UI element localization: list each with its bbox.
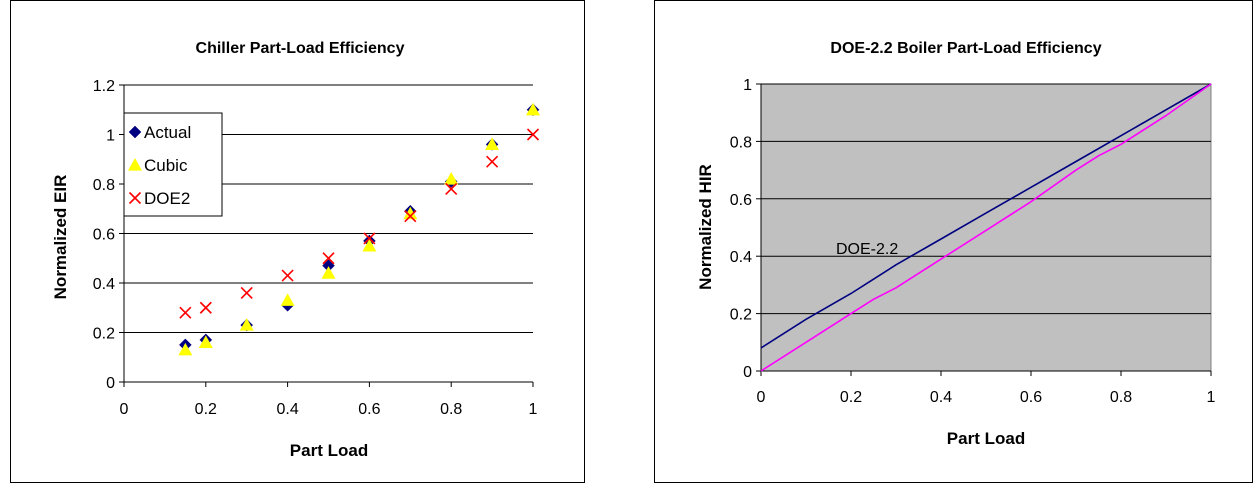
- x-tick-label: 0: [120, 401, 129, 418]
- chiller-chart-svg: Chiller Part-Load Efficiency 0 0.2 0.4 0.6 0…: [51, 40, 540, 460]
- x-tick-label: 0.4: [276, 401, 298, 418]
- cubic-point: [321, 266, 336, 279]
- doe2-point-stroke: [404, 210, 417, 223]
- doe2-point: [526, 128, 540, 141]
- cubic-point: [362, 238, 377, 252]
- legend-label-doe2: DOE2: [144, 189, 190, 208]
- y-tick-label: 0.2: [730, 307, 752, 324]
- doe2-point: [322, 252, 335, 265]
- x-tick-label: 0.8: [440, 401, 462, 418]
- boiler-chart-svg: DOE-2.2 Boiler Part-Load Efficiency 0 0.2…: [696, 40, 1216, 448]
- legend-swatch-doe2: [128, 191, 142, 205]
- cubic-point: [198, 335, 213, 348]
- doe2-point-stroke: [199, 301, 212, 314]
- cubic-point: [485, 137, 500, 150]
- legend-label-actual: Actual: [144, 123, 191, 142]
- y-tick-label: 1: [106, 128, 115, 145]
- cubic-point: [403, 206, 418, 220]
- doe2-point-stroke: [281, 269, 294, 282]
- cubic-point: [178, 342, 193, 356]
- doe2-point-stroke: [526, 128, 540, 141]
- x-tick-label: 0.2: [840, 389, 862, 406]
- boiler-chart-panel: DOE-2.2 Boiler Part-Load Efficiency 0 0.2…: [654, 0, 1253, 483]
- doe2-point: [404, 210, 417, 223]
- series-line-1: [760, 83, 1212, 349]
- y-tick-label: 0.8: [730, 134, 752, 151]
- cubic-point: [280, 293, 295, 306]
- doe2-point-stroke: [486, 155, 499, 168]
- cubic-point: [239, 318, 254, 331]
- x-tick-label: 0.6: [358, 401, 380, 418]
- doe2-point: [240, 286, 253, 299]
- doe2-point: [199, 301, 212, 314]
- x-axis-title: Part Load: [290, 441, 368, 460]
- x-axis-title: Part Load: [947, 429, 1025, 448]
- y-tick-label: 0.4: [730, 249, 752, 266]
- cubic-point: [444, 172, 459, 185]
- doe2-point: [445, 182, 458, 196]
- chiller-chart-panel: Chiller Part-Load Efficiency 0 0.2 0.4 0.6 0…: [10, 0, 585, 483]
- doe2-point: [486, 155, 499, 168]
- y-tick-label: 0.6: [93, 227, 115, 244]
- doe2-point-stroke: [322, 252, 335, 265]
- y-tick-label: 0: [106, 375, 115, 392]
- doe2-point-stroke: [445, 182, 458, 196]
- chart-title: DOE-2.2 Boiler Part-Load Efficiency: [830, 40, 1101, 57]
- legend-label-cubic: Cubic: [144, 156, 188, 175]
- chart-title: Chiller Part-Load Efficiency: [196, 40, 405, 57]
- doe2-point-stroke: [240, 286, 253, 299]
- doe2-point: [363, 232, 376, 245]
- doe2-point-stroke: [363, 232, 376, 245]
- y-tick-label: 0.6: [730, 192, 752, 209]
- x-tick-label: 1: [529, 401, 538, 418]
- x-tick-label: 0.4: [930, 389, 952, 406]
- x-tick-label: 0.2: [195, 401, 217, 418]
- doe2-point: [281, 269, 294, 282]
- series-line-2: [760, 83, 1212, 372]
- y-tick-label: 0: [743, 364, 752, 381]
- y-tick-label: 1: [743, 77, 752, 94]
- x-tick-label: 0: [757, 389, 766, 406]
- y-tick-label: 0.8: [93, 177, 115, 194]
- doe2-point: [179, 306, 192, 319]
- legend-box: [123, 112, 223, 217]
- legend-swatch-doe2-stroke: [128, 191, 142, 205]
- y-tick-label: 0.4: [93, 276, 115, 293]
- annotation-label: DOE-2.2: [836, 241, 898, 258]
- cubic-point: [526, 102, 540, 116]
- y-tick-label: 0.2: [93, 326, 115, 343]
- x-tick-label: 0.6: [1020, 389, 1042, 406]
- y-axis-title: Normalized HIR: [696, 164, 715, 290]
- legend-swatch-cubic: [128, 158, 142, 171]
- doe2-point-stroke: [179, 306, 192, 319]
- x-tick-label: 0.8: [1110, 389, 1132, 406]
- x-tick-label: 1: [1207, 389, 1216, 406]
- y-axis-title: Normalized EIR: [51, 175, 70, 300]
- legend-swatch-actual: [128, 125, 142, 139]
- y-tick-label: 1.2: [93, 78, 115, 95]
